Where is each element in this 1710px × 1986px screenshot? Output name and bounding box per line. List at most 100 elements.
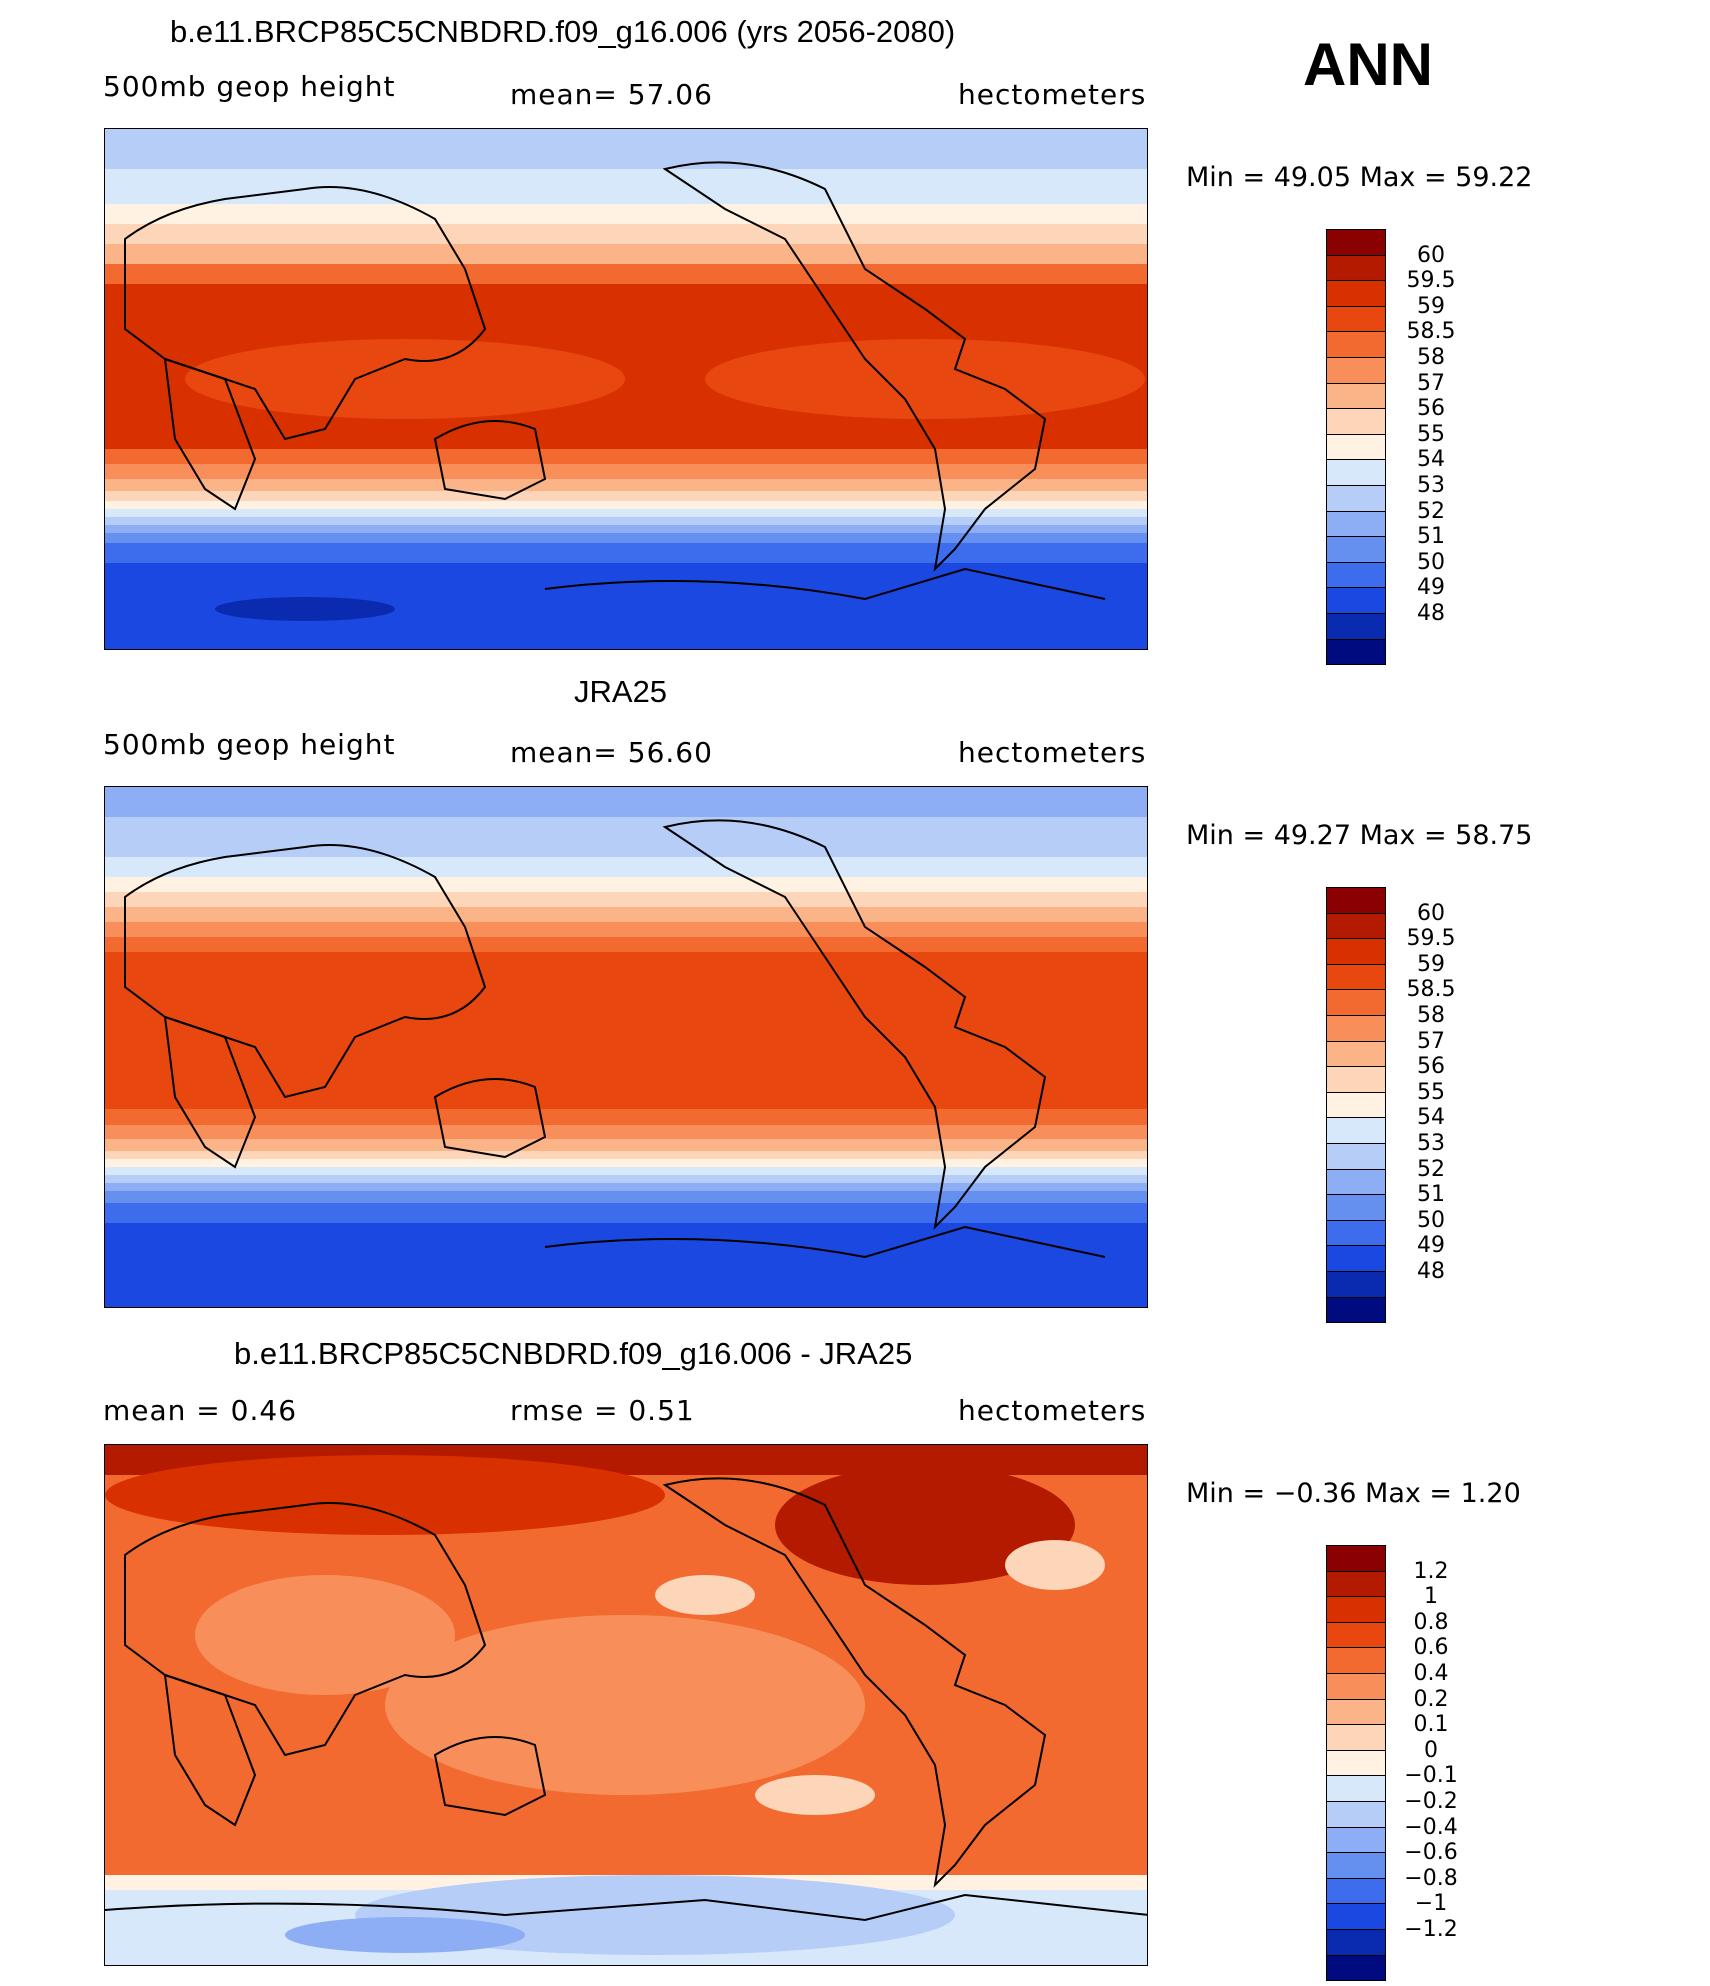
- panel1-title: b.e11.BRCP85C5CNBDRD.f09_g16.006 (yrs 20…: [170, 14, 956, 49]
- colorbar-label: 56: [1417, 396, 1445, 422]
- colorbar-swatch: [1326, 1775, 1386, 1802]
- panel3-rmse-label: rmse = 0.51: [510, 1394, 695, 1427]
- colorbar-swatch: [1326, 1673, 1386, 1700]
- colorbar-swatch: [1326, 638, 1386, 666]
- colorbar-swatch: [1326, 1929, 1386, 1956]
- colorbar-swatch: [1326, 536, 1386, 563]
- panel3-units-label: hectometers: [958, 1394, 1147, 1427]
- colorbar-swatch: [1326, 1143, 1386, 1170]
- colorbar-label: 50: [1417, 1207, 1445, 1233]
- colorbar-label: 53: [1417, 473, 1445, 498]
- colorbar-swatch: [1326, 1219, 1386, 1247]
- colorbar-swatch: [1326, 1194, 1386, 1221]
- colorbar-swatch: [1326, 280, 1386, 307]
- colorbar-swatch: [1326, 1271, 1386, 1298]
- panel2-colorbar: 60 59.5 59 58.5 58 57 56 55 54 53 52 51 50 49 48: [1326, 887, 1455, 1324]
- colorbar-swatch: [1326, 1801, 1386, 1828]
- colorbar-label: −0.4: [1404, 1814, 1458, 1840]
- colorbar-label: −0.6: [1404, 1840, 1458, 1866]
- colorbar-swatch: [1326, 1698, 1386, 1726]
- colorbar-label: 48: [1417, 601, 1445, 626]
- colorbar-swatch: [1326, 1117, 1386, 1144]
- colorbar-swatch: [1326, 1647, 1386, 1674]
- panel2-mean-label: mean= 56.60: [510, 736, 713, 769]
- colorbar-label: 0.8: [1413, 1609, 1449, 1635]
- colorbar-swatch: [1326, 1724, 1386, 1751]
- panel1-mean-label: mean= 57.06: [510, 78, 713, 111]
- colorbar-label: −1.2: [1404, 1917, 1458, 1942]
- colorbar-swatch: [1326, 357, 1386, 384]
- colorbar-swatch: [1326, 1040, 1386, 1068]
- colorbar-label: −1: [1414, 1891, 1448, 1917]
- colorbar-label: 58.5: [1406, 319, 1456, 345]
- colorbar-label: 51: [1417, 524, 1445, 550]
- colorbar-swatch: [1326, 510, 1386, 538]
- colorbar-label: 57: [1417, 370, 1445, 396]
- panel2-map: [104, 786, 1148, 1308]
- panel2-title: JRA25: [574, 674, 668, 709]
- colorbar-label: 0.1: [1413, 1712, 1449, 1738]
- colorbar-swatch: [1326, 1749, 1386, 1777]
- colorbar-label: 49: [1417, 1233, 1445, 1259]
- colorbar-swatch: [1326, 1621, 1386, 1649]
- colorbar-swatch: [1326, 989, 1386, 1016]
- colorbar-label: −0.8: [1404, 1865, 1458, 1891]
- colorbar-label: −0.1: [1404, 1763, 1458, 1789]
- colorbar-swatch: [1326, 1903, 1386, 1930]
- panel2-units-label: hectometers: [958, 736, 1147, 769]
- colorbar-label: 53: [1417, 1131, 1445, 1156]
- colorbar-swatch: [1326, 1954, 1386, 1982]
- colorbar-label: 0.2: [1413, 1686, 1449, 1712]
- colorbar-label: 58.5: [1406, 977, 1456, 1003]
- colorbar-label: 0: [1424, 1737, 1438, 1763]
- colorbar-label: 58: [1417, 1003, 1445, 1028]
- colorbar-label: 60: [1417, 242, 1445, 268]
- panel1-units-label: hectometers: [958, 78, 1147, 111]
- colorbar-label: 52: [1417, 1156, 1445, 1182]
- panel3-colorbar: 1.2 1 0.8 0.6 0.4 0.2 0.1 0 −0.1 −0.2 −0.4 −0.6 −0.8…: [1326, 1545, 1458, 1982]
- colorbar-swatch: [1326, 561, 1386, 589]
- colorbar-swatch: [1326, 305, 1386, 333]
- panel3-title: b.e11.BRCP85C5CNBDRD.f09_g16.006 - JRA25: [234, 1336, 913, 1371]
- panel1-map-svg: [105, 129, 1147, 649]
- colorbar-label: 52: [1417, 498, 1445, 524]
- colorbar-label: 54: [1417, 1105, 1445, 1131]
- colorbar-swatch: [1326, 1091, 1386, 1119]
- colorbar-swatch: [1326, 938, 1386, 965]
- colorbar-swatch: [1326, 459, 1386, 486]
- panel1-minmax: Min = 49.05 Max = 59.22: [1186, 162, 1533, 193]
- colorbar-label: 54: [1417, 447, 1445, 473]
- colorbar-swatch: [1326, 408, 1386, 435]
- colorbar-swatch: [1326, 1296, 1386, 1324]
- colorbar-swatch: [1326, 1245, 1386, 1272]
- colorbar-label: 51: [1417, 1182, 1445, 1208]
- panel2-minmax: Min = 49.27 Max = 58.75: [1186, 820, 1533, 851]
- colorbar-swatch: [1326, 1168, 1386, 1196]
- colorbar-swatch: [1326, 1826, 1386, 1854]
- colorbar-swatch: [1326, 887, 1386, 914]
- colorbar-label: 59.5: [1406, 926, 1456, 952]
- colorbar-label: 55: [1417, 421, 1445, 447]
- colorbar-label: 55: [1417, 1079, 1445, 1105]
- panel1-map: [104, 128, 1148, 650]
- colorbar-swatch: [1326, 1596, 1386, 1623]
- colorbar-swatch: [1326, 485, 1386, 512]
- colorbar-label: 58: [1417, 345, 1445, 370]
- colorbar-swatch: [1326, 912, 1386, 940]
- colorbar-swatch: [1326, 1570, 1386, 1598]
- colorbar-label: 1: [1424, 1584, 1438, 1610]
- colorbar-swatch: [1326, 963, 1386, 991]
- colorbar-label: 0.6: [1413, 1635, 1449, 1661]
- colorbar-label: 49: [1417, 575, 1445, 601]
- panel2-left-label: 500mb geop height: [103, 728, 396, 761]
- panel3-minmax: Min = −0.36 Max = 1.20: [1186, 1478, 1521, 1509]
- colorbar-swatch: [1326, 1852, 1386, 1879]
- colorbar-label: 59: [1417, 293, 1445, 319]
- panel1-colorbar: 60 59.5 59 58.5 58 57 56 55 54 53 52 51 50 49 48: [1326, 229, 1455, 666]
- colorbar-label: 0.4: [1413, 1661, 1449, 1686]
- colorbar-label: −0.2: [1404, 1789, 1458, 1814]
- colorbar-swatch: [1326, 1015, 1386, 1042]
- colorbar-swatch: [1326, 587, 1386, 614]
- colorbar-label: 56: [1417, 1054, 1445, 1080]
- colorbar-swatch: [1326, 331, 1386, 358]
